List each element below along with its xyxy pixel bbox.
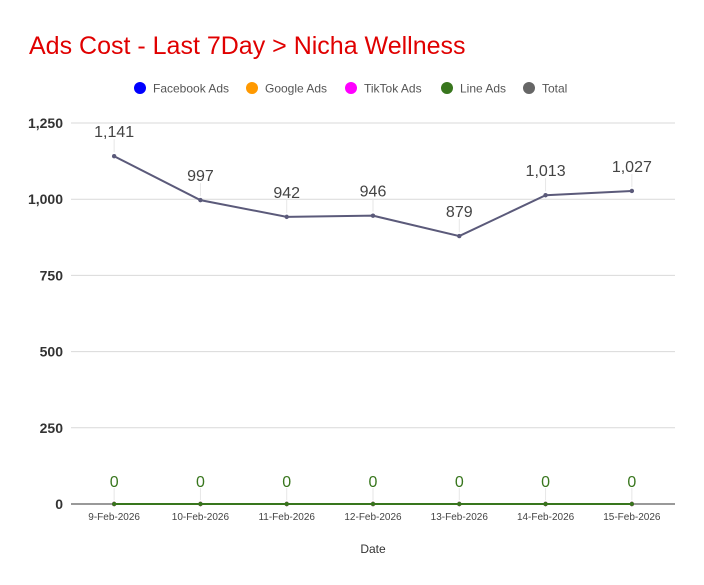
data-point <box>543 501 548 507</box>
data-point <box>284 501 289 507</box>
data-labels: 0 0 0 0 0 0 0 1,141 997 942 946 879 1,013 1,027 <box>94 124 652 500</box>
data-point <box>457 233 462 239</box>
series-group <box>111 154 635 507</box>
chart-title: Ads Cost - Last 7Day > Nicha Wellness <box>29 32 466 60</box>
x-axis: 9-Feb-2026 10-Feb-2026 11-Feb-2026 12-Feb-2… <box>71 503 675 523</box>
data-label: 0 <box>627 474 636 491</box>
y-tick-label: 1,250 <box>28 115 63 131</box>
y-tick-label: 250 <box>40 420 64 436</box>
legend-marker <box>134 82 146 94</box>
data-label: 1,027 <box>612 159 652 176</box>
data-label: 0 <box>455 474 464 491</box>
legend-label: Line Ads <box>460 82 506 96</box>
legend-label: Facebook Ads <box>153 82 229 96</box>
legend-item-4: Total <box>523 82 567 96</box>
grid <box>71 122 675 429</box>
x-tick-label: 13-Feb-2026 <box>431 512 489 523</box>
legend-marker <box>441 82 453 94</box>
legend-label: Google Ads <box>265 82 327 96</box>
y-tick-label: 750 <box>40 267 64 283</box>
data-point <box>457 501 462 507</box>
legend-marker <box>345 82 357 94</box>
legend-item-3: Line Ads <box>441 82 506 96</box>
x-axis-label: Date <box>360 542 386 556</box>
data-point <box>370 501 376 507</box>
y-axis: 0 250 500 750 1,000 1,250 <box>28 115 63 512</box>
data-label: 942 <box>273 185 300 202</box>
legend-item-1: Google Ads <box>246 82 327 96</box>
legend-label: TikTok Ads <box>364 82 422 96</box>
x-tick-label: 15-Feb-2026 <box>603 512 661 523</box>
data-point <box>629 501 635 507</box>
x-tick-label: 14-Feb-2026 <box>517 512 575 523</box>
data-label: 0 <box>110 474 119 491</box>
y-tick-label: 500 <box>40 344 64 360</box>
legend-item-2: TikTok Ads <box>345 82 422 96</box>
data-label: 0 <box>282 474 291 491</box>
data-point <box>198 197 203 203</box>
data-label: 879 <box>446 204 473 221</box>
x-tick-label: 10-Feb-2026 <box>172 512 230 523</box>
data-point <box>198 501 203 507</box>
data-label: 997 <box>187 168 214 185</box>
x-tick-label: 11-Feb-2026 <box>258 512 315 523</box>
data-label: 946 <box>360 184 387 201</box>
legend-marker <box>523 82 535 94</box>
data-point <box>111 501 117 507</box>
y-tick-label: 1,000 <box>28 191 63 207</box>
y-tick-label: 0 <box>55 496 63 512</box>
data-point <box>111 154 117 159</box>
data-point <box>543 193 548 198</box>
legend-label: Total <box>542 82 567 96</box>
data-point <box>370 213 376 218</box>
data-point <box>629 188 635 194</box>
x-tick-label: 9-Feb-2026 <box>88 512 140 523</box>
legend: Facebook Ads Google Ads TikTok Ads Line Ads… <box>134 82 567 96</box>
legend-marker <box>246 82 258 94</box>
data-label: 0 <box>541 474 550 491</box>
data-label: 0 <box>369 474 378 491</box>
legend-item-0: Facebook Ads <box>134 82 229 96</box>
data-label: 1,141 <box>94 124 134 141</box>
data-label: 0 <box>196 474 205 491</box>
data-label: 1,013 <box>526 163 566 180</box>
data-point <box>284 214 289 220</box>
x-tick-label: 12-Feb-2026 <box>344 512 402 523</box>
